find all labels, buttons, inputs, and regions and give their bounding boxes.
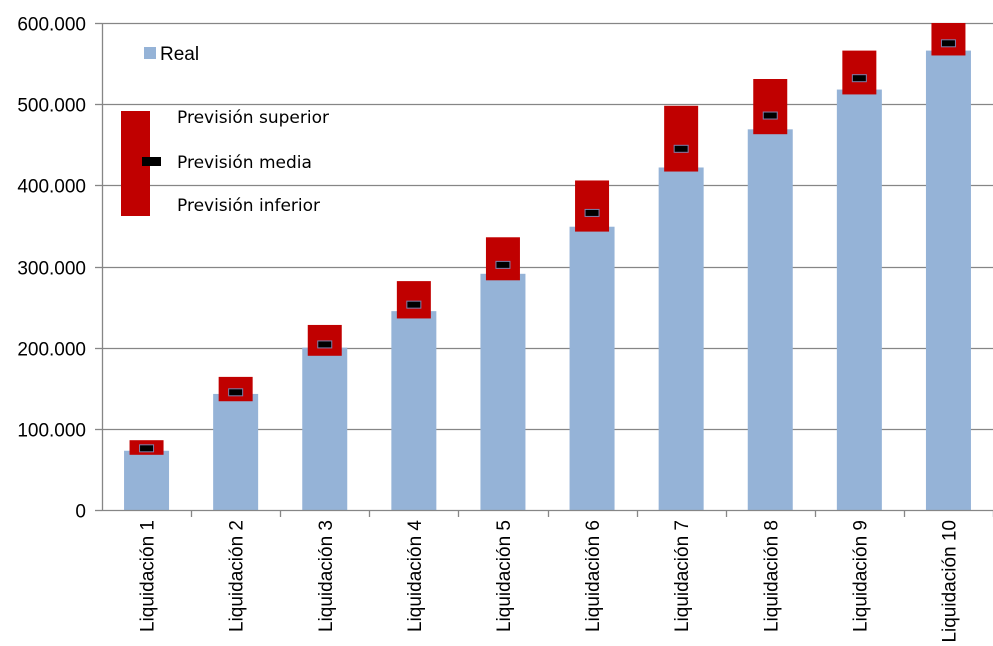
x-category-label: Liquidación 2 bbox=[227, 520, 248, 632]
x-category-label: Liquidación 9 bbox=[850, 520, 871, 632]
forecast-range-bar bbox=[842, 50, 877, 95]
forecast-mean-marker bbox=[317, 340, 333, 349]
forecast-range-bar bbox=[485, 237, 520, 281]
x-category-label: Liquidación 3 bbox=[316, 520, 337, 632]
forecast-mean-marker bbox=[673, 144, 689, 153]
axes bbox=[95, 22, 993, 517]
x-category-label: Liquidación 10 bbox=[939, 520, 960, 643]
x-category-label: Liquidación 4 bbox=[405, 520, 426, 632]
y-tick-label: 500.000 bbox=[17, 96, 86, 117]
x-category-label: Liquidación 5 bbox=[494, 520, 515, 632]
legend-superior-label: Previsión superior bbox=[177, 108, 329, 128]
real-bar bbox=[747, 129, 793, 510]
forecast-mean-marker bbox=[406, 300, 422, 309]
forecast-means bbox=[139, 39, 956, 453]
legend: Real Previsión superior Previsión media … bbox=[121, 44, 329, 216]
real-bar bbox=[658, 167, 704, 510]
x-category-label: Liquidación 8 bbox=[761, 520, 782, 632]
x-category-label: Liquidación 1 bbox=[138, 520, 159, 632]
forecast-mean-marker bbox=[584, 208, 600, 217]
forecast-ranges bbox=[129, 23, 966, 455]
forecast-mean-marker bbox=[139, 444, 155, 453]
x-category-label: Liquidación 6 bbox=[583, 520, 604, 632]
x-tick-labels: Liquidación 1 Liquidación 2 Liquidación 3 L… bbox=[138, 520, 961, 643]
real-bar bbox=[124, 450, 170, 510]
legend-real-swatch bbox=[144, 47, 156, 59]
forecast-range-bar bbox=[664, 105, 699, 172]
forecast-mean-marker bbox=[851, 74, 867, 83]
real-bars bbox=[124, 50, 971, 510]
real-bar bbox=[480, 273, 526, 510]
legend-media-label: Previsión media bbox=[177, 153, 312, 173]
forecast-mean-marker bbox=[495, 260, 511, 269]
y-tick-label: 100.000 bbox=[17, 421, 86, 442]
forecast-range-bar bbox=[931, 23, 966, 56]
y-tick-labels: 0 100.000 200.000 300.000 400.000 500.000 600.… bbox=[17, 15, 86, 523]
forecast-mean-marker bbox=[228, 388, 244, 397]
real-bar bbox=[213, 393, 259, 510]
legend-inferior-label: Previsión inferior bbox=[177, 196, 320, 216]
real-bar bbox=[925, 50, 971, 510]
forecast-range-bar bbox=[575, 180, 610, 232]
forecast-range-bar bbox=[307, 324, 342, 356]
legend-real-label: Real bbox=[160, 44, 199, 65]
real-bar bbox=[302, 347, 348, 510]
forecast-mean-marker bbox=[762, 111, 778, 120]
real-bar bbox=[391, 311, 437, 510]
real-bar bbox=[836, 89, 882, 510]
forecast-range-bar bbox=[396, 281, 431, 319]
y-tick-label: 0 bbox=[75, 502, 86, 523]
y-tick-label: 400.000 bbox=[17, 177, 86, 198]
forecast-range-bar bbox=[753, 79, 788, 135]
x-category-label: Liquidación 7 bbox=[672, 520, 693, 632]
y-tick-label: 300.000 bbox=[17, 259, 86, 280]
y-tick-label: 600.000 bbox=[17, 15, 86, 36]
y-tick-label: 200.000 bbox=[17, 340, 86, 361]
legend-mean-swatch bbox=[142, 157, 161, 166]
forecast-mean-marker bbox=[940, 39, 956, 48]
real-bar bbox=[569, 226, 615, 510]
